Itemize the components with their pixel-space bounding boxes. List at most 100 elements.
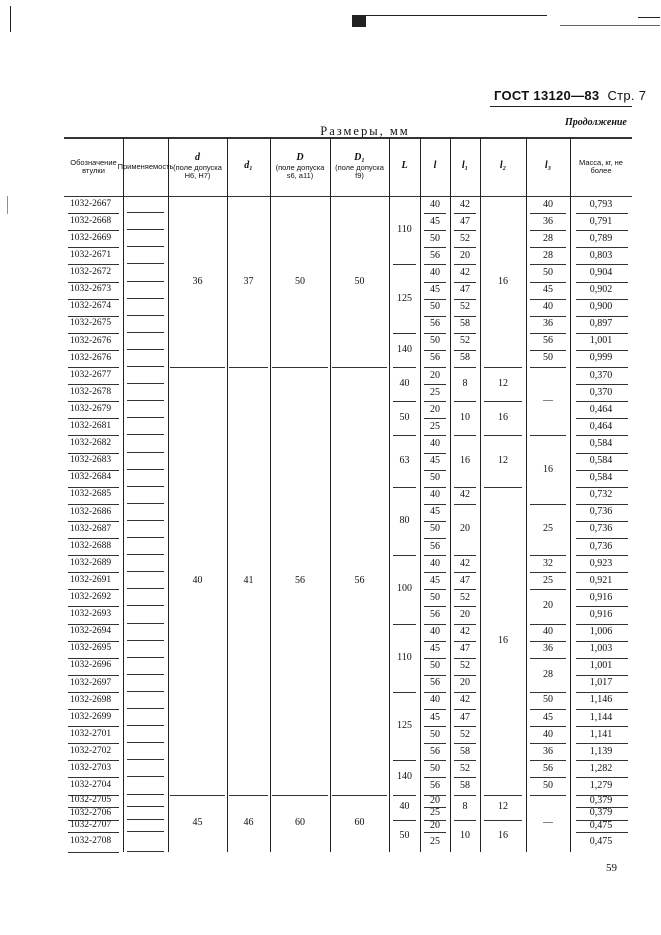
row-rule (127, 519, 164, 521)
cell-l1: 42 (460, 489, 470, 501)
cell-mass: 0,803 (589, 249, 613, 261)
row-rule (68, 452, 119, 454)
group-rule (170, 367, 225, 368)
header-rule (490, 106, 632, 107)
group-rule (332, 367, 387, 368)
header-symbol: D (296, 152, 304, 164)
cell-rule (454, 794, 476, 796)
cell-rule (393, 794, 416, 796)
row-rule (127, 690, 164, 692)
page-number: 59 (606, 862, 617, 874)
cell-l3: 50 (543, 694, 553, 706)
designation-cell: 1032-2671 (70, 250, 112, 261)
applicability-cell (123, 572, 168, 589)
designation-cell: 1032-2668 (70, 215, 112, 226)
header-note: Обозначение втулки (70, 157, 117, 175)
cell-rule (454, 367, 476, 368)
row-rule (68, 777, 119, 779)
cell-rule (576, 743, 628, 745)
cell-l: 56 (430, 318, 440, 330)
cell-l: 50 (430, 523, 440, 535)
cell-l1: 58 (460, 745, 470, 757)
cell-l1: 52 (460, 232, 470, 244)
cell-rule (424, 435, 446, 437)
row-rule (127, 793, 164, 795)
cell-l3: 25 (543, 523, 553, 535)
designation-cell: 1032-2676 (70, 352, 112, 363)
cell-d: 40 (192, 574, 203, 586)
cell-rule (424, 777, 446, 779)
row-rule (68, 691, 119, 693)
applicability-cell (123, 832, 168, 852)
group-rule (170, 794, 225, 796)
cell-rule (454, 401, 476, 403)
cell-l1: 52 (460, 660, 470, 672)
cell-l: 40 (430, 557, 440, 569)
cell-rule (576, 623, 628, 625)
scan-line-top-far-right (638, 17, 660, 18)
cell-rule (454, 230, 476, 232)
cell-l: 20 (430, 369, 440, 381)
cell-l: 56 (430, 249, 440, 261)
row-rule (127, 851, 164, 852)
cell-l3: 16 (543, 463, 553, 475)
applicability-cell (123, 264, 168, 281)
cell-l3: 45 (543, 711, 553, 723)
cell-rule (576, 760, 628, 762)
designation-cell: 1032-2675 (70, 318, 112, 329)
designation-cell: 1032-2693 (70, 609, 112, 620)
cell-rule (454, 760, 476, 762)
cell-rule (530, 281, 566, 283)
cell-l1: 47 (460, 643, 470, 655)
cell-l1: 10 (460, 412, 470, 424)
applicability-cell (123, 606, 168, 623)
row-rule (127, 246, 164, 248)
designation-cell: 1032-2706 (70, 807, 112, 818)
cell-rule (424, 401, 446, 403)
cell-rule (424, 807, 446, 808)
designation-cell: 1032-2688 (70, 540, 112, 551)
cell-rule (424, 349, 446, 351)
cell-rule (424, 486, 446, 488)
cell-rule (576, 589, 628, 591)
cell-mass: 0,370 (589, 369, 613, 381)
cell-rule (424, 469, 446, 471)
designation-cell: 1032-2704 (70, 780, 112, 791)
row-rule (68, 247, 119, 249)
designation-cell: 1032-2692 (70, 592, 112, 603)
cell-rule (454, 743, 476, 745)
cell-rule (393, 623, 416, 625)
cell-mass: 0,370 (589, 386, 613, 398)
applicability-cell (123, 401, 168, 418)
row-rule (68, 794, 119, 796)
cell-rule (576, 418, 628, 420)
cell-l1: 52 (460, 335, 470, 347)
cell-rule (424, 606, 446, 608)
group-rule (332, 794, 387, 796)
cell-l: 56 (430, 677, 440, 689)
cell-l3: 56 (543, 762, 553, 774)
cell-rule (530, 555, 566, 557)
scan-mark-left (10, 6, 11, 32)
cell-l: 25 (430, 836, 440, 847)
row-rule (68, 760, 119, 762)
row-rule (68, 230, 119, 232)
cell-mass: 0,584 (589, 455, 613, 467)
cell-l: 50 (430, 762, 440, 774)
cell-l: 50 (430, 301, 440, 313)
column-divider (389, 137, 390, 852)
cell-rule (576, 384, 628, 386)
cell-rule (576, 726, 628, 728)
row-rule (68, 315, 119, 317)
cell-l3: 36 (543, 318, 553, 330)
cell-l3: 40 (543, 626, 553, 638)
scan-mark-left-lower (7, 196, 8, 214)
row-rule (68, 538, 119, 539)
cell-rule (530, 213, 566, 215)
cell-l: 50 (430, 591, 440, 603)
row-rule (127, 588, 164, 590)
header-note: Масса, кг, не более (579, 157, 623, 175)
header-symbol: l (433, 160, 437, 172)
cell-rule (424, 657, 446, 659)
cell-rule (576, 819, 628, 821)
